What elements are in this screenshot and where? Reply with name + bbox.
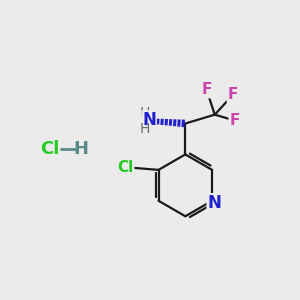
- Text: H: H: [73, 140, 88, 158]
- Text: N: N: [207, 194, 221, 212]
- Text: F: F: [228, 87, 238, 102]
- Text: N: N: [142, 111, 156, 129]
- Text: Cl: Cl: [118, 160, 134, 175]
- Text: Cl: Cl: [40, 140, 60, 158]
- Text: H: H: [140, 106, 150, 120]
- Text: H: H: [140, 122, 150, 136]
- Text: F: F: [230, 113, 240, 128]
- Text: F: F: [201, 82, 212, 97]
